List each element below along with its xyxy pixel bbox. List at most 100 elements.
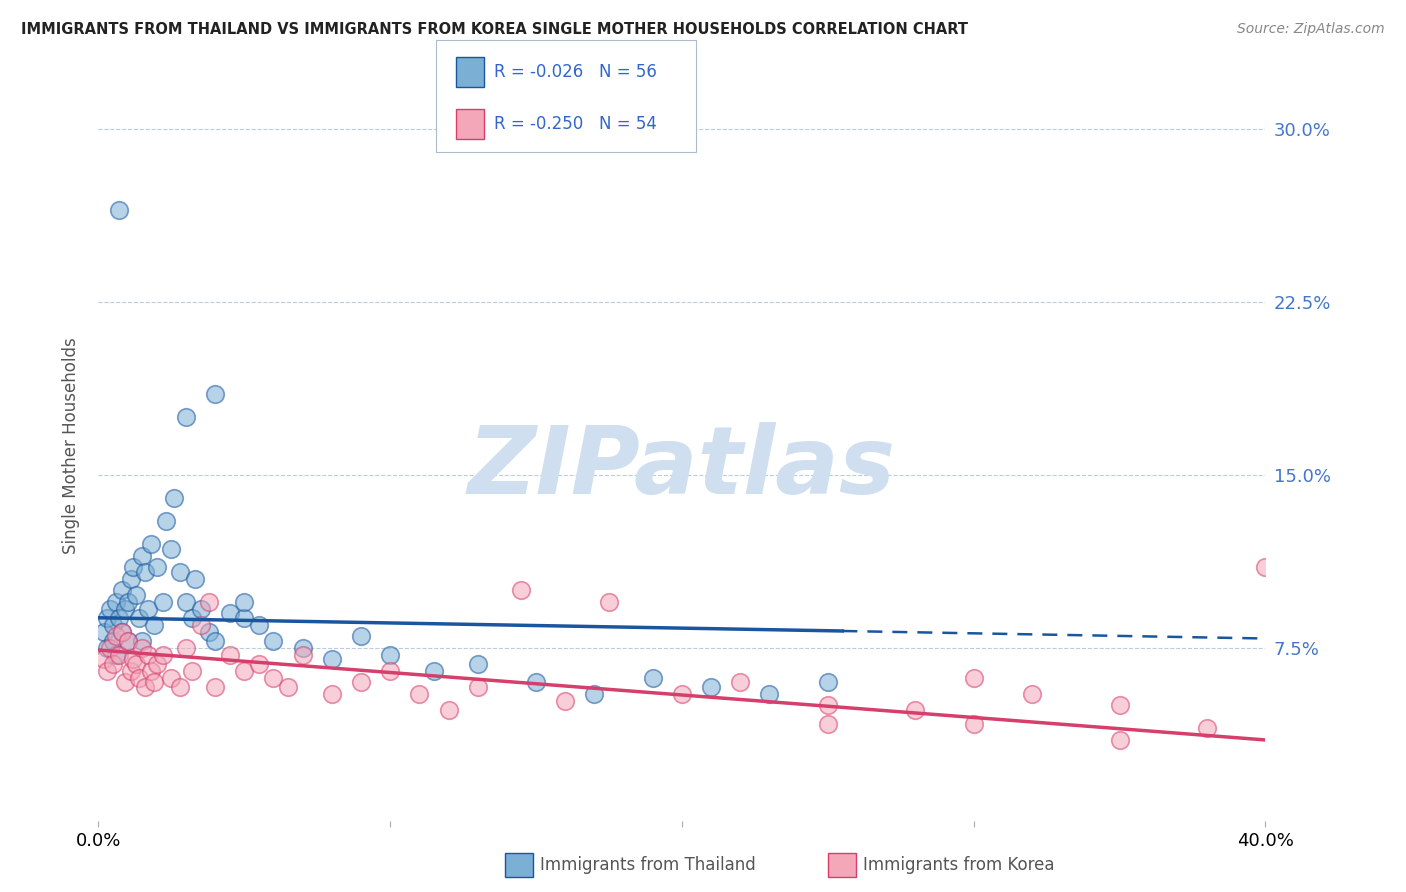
Point <box>180 611 202 625</box>
Point <box>641 671 664 685</box>
Point <box>117 633 139 648</box>
Point <box>111 624 134 639</box>
Point <box>204 680 226 694</box>
Point <box>510 583 533 598</box>
Point <box>117 633 139 648</box>
Point <box>204 633 226 648</box>
Point <box>524 675 547 690</box>
Point <box>111 624 134 639</box>
Point <box>962 671 984 685</box>
Point <box>104 594 127 608</box>
Point <box>139 537 162 551</box>
Point <box>730 675 752 690</box>
Point <box>104 648 127 662</box>
Point <box>114 601 136 615</box>
Point <box>291 640 314 655</box>
Point <box>134 680 156 694</box>
Point <box>96 640 118 655</box>
Point <box>131 640 153 655</box>
Point <box>174 640 197 655</box>
Point <box>117 594 139 608</box>
Point <box>180 664 202 678</box>
Point <box>134 565 156 579</box>
Point <box>758 687 780 701</box>
Point <box>108 648 131 662</box>
Point <box>125 588 148 602</box>
Text: R = -0.250   N = 54: R = -0.250 N = 54 <box>494 115 657 133</box>
Point <box>93 624 115 639</box>
Point <box>111 583 134 598</box>
Point <box>96 611 118 625</box>
Point <box>1021 687 1043 701</box>
Point <box>114 675 136 690</box>
Point <box>204 387 226 401</box>
Point <box>122 560 145 574</box>
Point <box>104 629 127 643</box>
Point <box>122 652 145 666</box>
Point <box>131 549 153 563</box>
Point <box>190 617 212 632</box>
Point <box>174 594 197 608</box>
Y-axis label: Single Mother Households: Single Mother Households <box>62 338 80 554</box>
Point <box>160 541 183 556</box>
Point <box>96 664 118 678</box>
Point <box>817 698 839 713</box>
Text: ZIPatlas: ZIPatlas <box>468 423 896 515</box>
Point <box>198 594 221 608</box>
Point <box>408 687 430 701</box>
Point <box>247 657 270 671</box>
Point <box>233 664 256 678</box>
Point <box>98 640 121 655</box>
Point <box>93 652 115 666</box>
Point <box>262 633 284 648</box>
Point <box>198 624 221 639</box>
Point <box>218 648 240 662</box>
Point <box>700 680 723 694</box>
Point <box>146 657 169 671</box>
Text: Immigrants from Thailand: Immigrants from Thailand <box>540 855 755 874</box>
Point <box>321 652 343 666</box>
Point <box>128 671 150 685</box>
Point <box>218 606 240 620</box>
Point <box>152 648 174 662</box>
Point <box>142 617 165 632</box>
Point <box>155 514 177 528</box>
Point <box>423 664 446 678</box>
Point <box>183 572 205 586</box>
Text: IMMIGRANTS FROM THAILAND VS IMMIGRANTS FROM KOREA SINGLE MOTHER HOUSEHOLDS CORRE: IMMIGRANTS FROM THAILAND VS IMMIGRANTS F… <box>21 22 969 37</box>
Text: Source: ZipAtlas.com: Source: ZipAtlas.com <box>1237 22 1385 37</box>
Point <box>277 680 299 694</box>
Point <box>98 601 121 615</box>
Point <box>817 716 839 731</box>
Point <box>174 410 197 425</box>
Point <box>160 671 183 685</box>
Point <box>962 716 984 731</box>
Point <box>146 560 169 574</box>
Point <box>120 572 142 586</box>
Point <box>101 617 124 632</box>
Point <box>583 687 606 701</box>
Point <box>321 687 343 701</box>
Point <box>1254 560 1277 574</box>
Point <box>120 664 142 678</box>
Point <box>136 648 159 662</box>
Text: R = -0.026   N = 56: R = -0.026 N = 56 <box>494 63 657 81</box>
Point <box>380 648 402 662</box>
Point <box>233 594 256 608</box>
Point <box>152 594 174 608</box>
Point <box>380 664 402 678</box>
Point <box>169 565 191 579</box>
Point <box>101 633 124 648</box>
Point <box>1108 698 1130 713</box>
Point <box>554 694 576 708</box>
Point <box>131 633 153 648</box>
Point <box>139 664 162 678</box>
Point <box>1108 733 1130 747</box>
Point <box>190 601 212 615</box>
Point <box>817 675 839 690</box>
Point <box>136 601 159 615</box>
Point <box>904 703 927 717</box>
Point <box>437 703 460 717</box>
Point <box>291 648 314 662</box>
Point <box>169 680 191 694</box>
